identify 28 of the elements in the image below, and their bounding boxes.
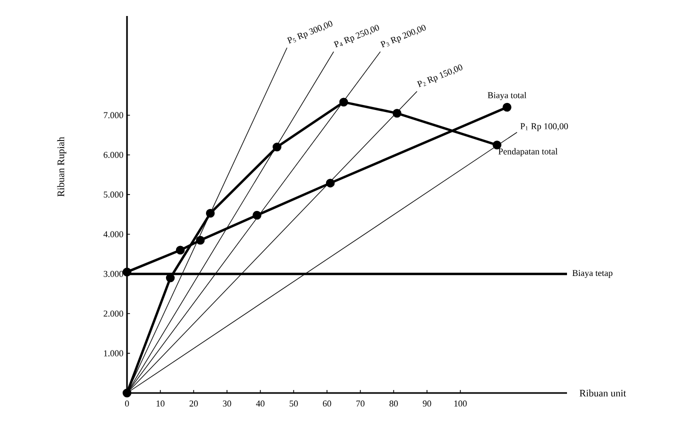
x-tick-label: 90 [422, 400, 432, 407]
x-tick-label: 30 [222, 400, 232, 407]
x-tick-label: 0 [125, 400, 129, 407]
y-tick-label: 5.000 [104, 192, 124, 198]
y-tick-label: 7.000 [104, 112, 124, 118]
y-tick-label: 4.000 [103, 231, 124, 238]
y-axis-title: Ribuan Rupiah [57, 136, 66, 197]
text: P$_{4}$ Rp 250,00 [334, 24, 380, 48]
text: P$_{3}$ Rp 200,00 [380, 24, 426, 48]
y-tick-label: 2.000 [104, 310, 124, 317]
x-tick-label: 40 [256, 400, 264, 407]
x-tick-label: 80 [390, 400, 398, 407]
series-label: Biaya tetap [572, 270, 612, 278]
x-tick-label: 60 [322, 400, 332, 407]
x-tick-label: 10 [156, 400, 164, 407]
x-tick-label: 70 [356, 400, 364, 407]
text: P$_{2}$ Rp 150,00 [416, 64, 462, 88]
x-axis-title: Ribuan unit [580, 389, 626, 396]
series-label: P$_{1}$ Rp 100,00 [520, 123, 568, 132]
y-tick-label: 1.000 [104, 350, 124, 356]
x-tick-label: 100 [454, 400, 467, 407]
y-tick-label: 3.000 [104, 270, 124, 277]
series-label: Biaya total [488, 92, 526, 100]
y-tick-label: 6.000 [104, 152, 124, 158]
x-tick-label: 50 [290, 400, 298, 407]
x-tick-label: 20 [190, 400, 198, 407]
series-label: Pendapatan total [498, 148, 558, 156]
text: P$_{5}$ Rp 300,00 [286, 20, 332, 44]
